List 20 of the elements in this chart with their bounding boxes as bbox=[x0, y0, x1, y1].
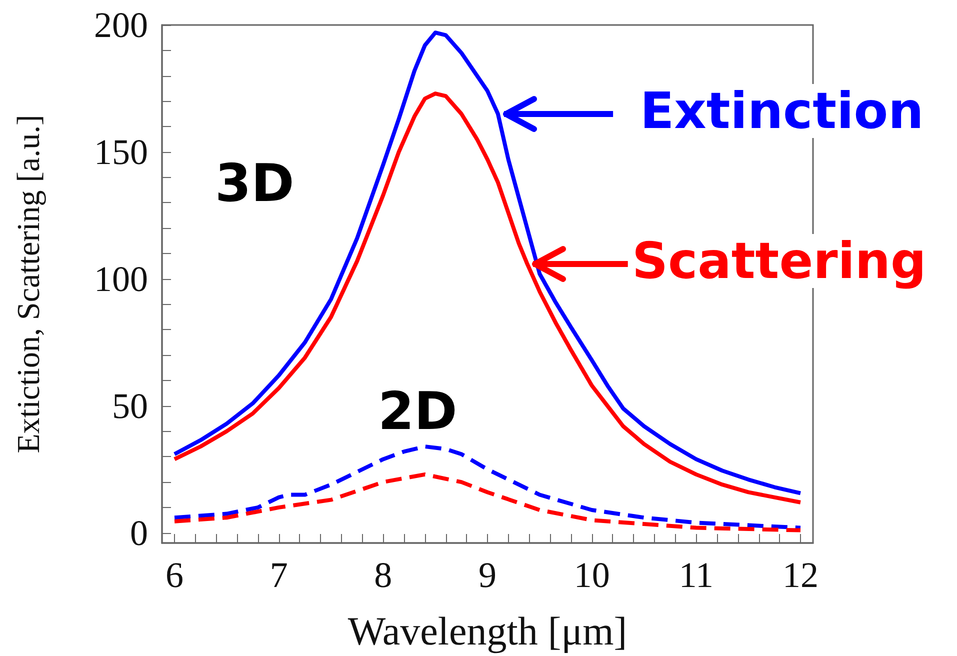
y-tick-label: 200 bbox=[94, 5, 148, 45]
y-tick-label: 100 bbox=[94, 258, 148, 299]
x-tick-label: 7 bbox=[270, 555, 288, 595]
y-tick-label: 0 bbox=[130, 512, 148, 553]
annotation: 3D bbox=[215, 154, 294, 214]
line-series bbox=[172, 472, 802, 532]
x-tick-label: 10 bbox=[574, 555, 610, 595]
y-tick-label: 50 bbox=[112, 386, 148, 426]
x-tick-label: 11 bbox=[678, 555, 714, 595]
x-tick-label: 8 bbox=[374, 555, 392, 595]
legend-label: Extinction bbox=[640, 82, 924, 140]
y-axis-title: Extiction, Scattering [a.u.] bbox=[10, 114, 46, 454]
y-tick-label: 150 bbox=[94, 132, 148, 172]
x-tick-label: 12 bbox=[782, 555, 818, 595]
x-axis-title: Wavelength [μm] bbox=[348, 608, 628, 654]
x-tick-label: 9 bbox=[478, 555, 496, 595]
line-series bbox=[172, 444, 802, 530]
annotation: 2D bbox=[378, 382, 458, 442]
legend-label: Scattering bbox=[632, 232, 926, 290]
x-tick-label: 6 bbox=[166, 555, 184, 595]
